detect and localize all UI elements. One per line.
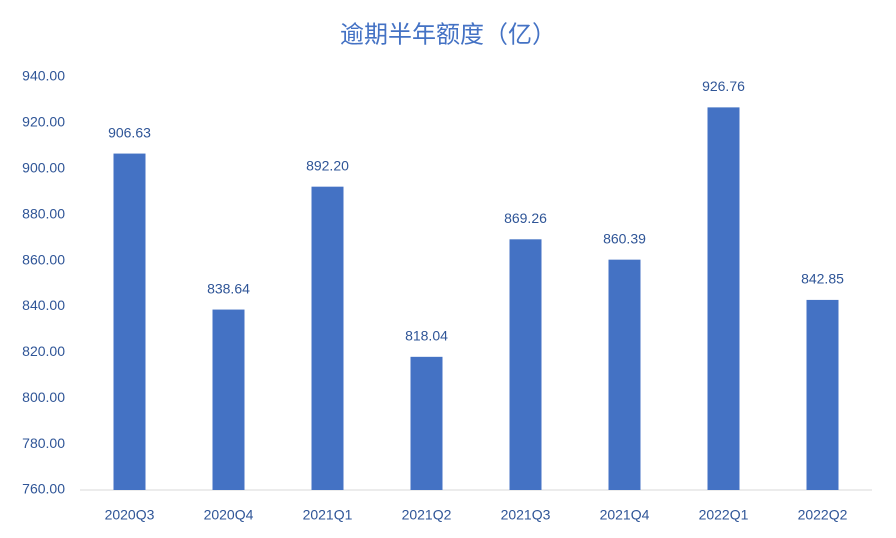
chart-title: 逾期半年额度（亿） <box>340 21 556 48</box>
data-label: 842.85 <box>801 271 844 287</box>
y-tick-label: 880.00 <box>22 205 65 221</box>
x-tick-label: 2021Q3 <box>501 507 551 523</box>
bar <box>707 107 740 490</box>
bar <box>806 299 839 490</box>
x-tick-label: 2021Q2 <box>402 507 452 523</box>
bar <box>311 186 344 490</box>
y-tick-label: 780.00 <box>22 435 65 451</box>
data-label: 869.26 <box>504 210 547 226</box>
y-tick-label: 860.00 <box>22 251 65 267</box>
x-tick-label: 2022Q1 <box>699 507 749 523</box>
x-tick-label: 2021Q4 <box>600 507 650 523</box>
bar <box>410 356 443 490</box>
x-tick-label: 2020Q3 <box>105 507 155 523</box>
y-tick-label: 900.00 <box>22 159 65 175</box>
data-label: 892.20 <box>306 157 349 173</box>
bar <box>212 309 245 490</box>
bar <box>113 153 146 490</box>
x-tick-label: 2020Q4 <box>204 507 254 523</box>
y-tick-label: 820.00 <box>22 343 65 359</box>
data-label: 860.39 <box>603 230 646 246</box>
y-tick-label: 940.00 <box>22 68 65 84</box>
y-tick-label: 840.00 <box>22 297 65 313</box>
data-label: 906.63 <box>108 124 151 140</box>
y-tick-label: 760.00 <box>22 481 65 497</box>
data-label: 926.76 <box>702 78 745 94</box>
bar <box>608 259 641 490</box>
data-label: 838.64 <box>207 280 250 296</box>
x-tick-label: 2022Q2 <box>798 507 848 523</box>
x-tick-label: 2021Q1 <box>303 507 353 523</box>
bar <box>509 239 542 490</box>
data-label: 818.04 <box>405 328 448 344</box>
y-tick-label: 920.00 <box>22 114 65 130</box>
y-tick-label: 800.00 <box>22 389 65 405</box>
